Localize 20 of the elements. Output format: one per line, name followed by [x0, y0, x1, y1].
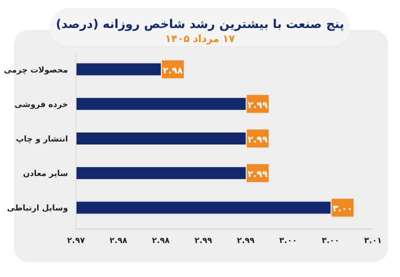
y-tick-label: محصولات چرمی: [4, 65, 68, 74]
x-tick-label: ۲.۹۸: [152, 236, 170, 245]
y-tick-label: خرده فروشی: [14, 100, 68, 109]
data-label: ۲.۹۹: [248, 100, 268, 111]
x-tick-label: ۲.۹۹: [236, 236, 255, 245]
y-tick-label: سایر معادن: [22, 169, 68, 178]
x-tick-label: ۲.۹۸: [110, 236, 128, 245]
data-label: ۲.۹۸: [162, 66, 184, 76]
data-label: ۲.۹۹: [248, 170, 268, 180]
data-label: ۳.۰۰: [332, 204, 353, 215]
x-tick-label: ۲.۹۷: [67, 236, 85, 245]
x-tick-label: ۳.۰۱: [364, 236, 382, 245]
data-label: ۲.۹۹: [248, 136, 268, 146]
x-tick-label: ۳.۰۰: [279, 236, 297, 245]
x-tick-label: ۳.۰۰: [322, 236, 340, 245]
y-tick-label: انتشار و چاپ: [16, 134, 68, 144]
chart-subtitle: ۱۷ مرداد ۱۴۰۵: [165, 34, 235, 45]
chart-title: پنج صنعت با بیشترین رشد شاخص روزانه (درصد): [56, 17, 344, 31]
y-tick-label: وسایل ارتباطی: [6, 204, 68, 213]
x-tick-label: ۲.۹۹: [194, 236, 212, 245]
